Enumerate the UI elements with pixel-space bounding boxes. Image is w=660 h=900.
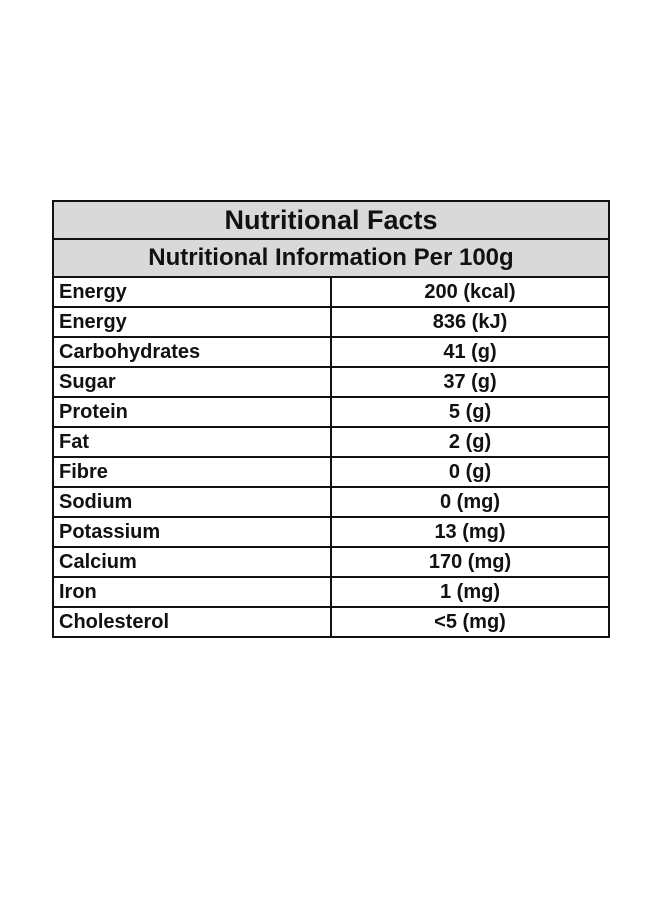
table-row: Potassium 13 (mg) (52, 516, 610, 548)
nutrient-name: Iron (52, 576, 332, 608)
nutrient-value: <5 (mg) (330, 606, 610, 638)
nutrition-facts-table: Nutritional Facts Nutritional Informatio… (52, 200, 610, 638)
table-row: Carbohydrates 41 (g) (52, 336, 610, 368)
nutrient-name: Potassium (52, 516, 332, 548)
title-row: Nutritional Facts (52, 200, 610, 240)
nutrient-value: 1 (mg) (330, 576, 610, 608)
nutrient-name: Calcium (52, 546, 332, 578)
nutrient-name: Energy (52, 306, 332, 338)
nutrient-name: Cholesterol (52, 606, 332, 638)
table-title: Nutritional Facts (52, 200, 610, 240)
table-row: Sugar 37 (g) (52, 366, 610, 398)
nutrient-value: 0 (mg) (330, 486, 610, 518)
nutrient-value: 13 (mg) (330, 516, 610, 548)
nutrient-value: 5 (g) (330, 396, 610, 428)
table-row: Energy 836 (kJ) (52, 306, 610, 338)
nutrient-name: Fibre (52, 456, 332, 488)
table-row: Sodium 0 (mg) (52, 486, 610, 518)
table-row: Calcium 170 (mg) (52, 546, 610, 578)
nutrient-value: 41 (g) (330, 336, 610, 368)
nutrient-value: 2 (g) (330, 426, 610, 458)
table-subtitle: Nutritional Information Per 100g (52, 238, 610, 278)
nutrient-value: 170 (mg) (330, 546, 610, 578)
nutrient-name: Carbohydrates (52, 336, 332, 368)
nutrient-value: 836 (kJ) (330, 306, 610, 338)
nutrient-name: Sodium (52, 486, 332, 518)
nutrient-value: 0 (g) (330, 456, 610, 488)
nutrient-value: 37 (g) (330, 366, 610, 398)
table-row: Cholesterol <5 (mg) (52, 606, 610, 638)
table-row: Energy 200 (kcal) (52, 276, 610, 308)
subtitle-row: Nutritional Information Per 100g (52, 238, 610, 278)
nutrient-value: 200 (kcal) (330, 276, 610, 308)
table-row: Fibre 0 (g) (52, 456, 610, 488)
table-row: Fat 2 (g) (52, 426, 610, 458)
nutrient-name: Protein (52, 396, 332, 428)
nutrient-name: Sugar (52, 366, 332, 398)
table-row: Iron 1 (mg) (52, 576, 610, 608)
nutrient-name: Fat (52, 426, 332, 458)
table-row: Protein 5 (g) (52, 396, 610, 428)
nutrient-name: Energy (52, 276, 332, 308)
